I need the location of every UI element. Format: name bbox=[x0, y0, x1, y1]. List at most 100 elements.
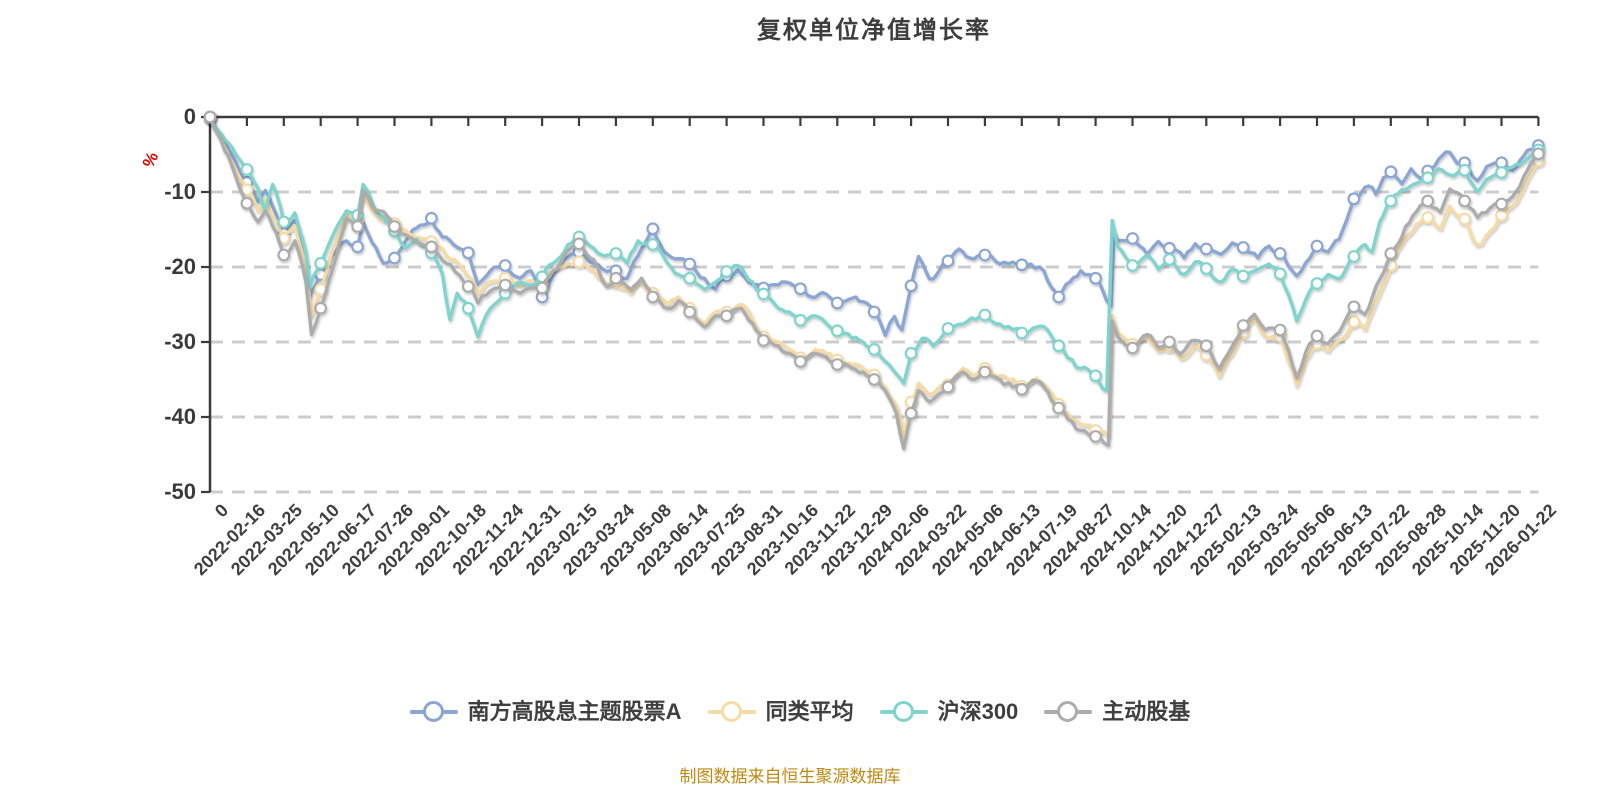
data-point-marker[interactable] bbox=[1273, 247, 1287, 260]
data-point-marker[interactable] bbox=[1531, 147, 1545, 161]
data-point-marker[interactable] bbox=[830, 358, 844, 371]
data-point-marker[interactable] bbox=[794, 313, 807, 327]
data-point-marker[interactable] bbox=[461, 246, 475, 260]
data-point-marker[interactable] bbox=[757, 287, 770, 301]
data-point-marker[interactable] bbox=[1421, 211, 1435, 224]
data-point-marker[interactable] bbox=[1273, 267, 1287, 281]
data-point-marker[interactable] bbox=[1273, 323, 1287, 337]
data-point-marker[interactable] bbox=[1347, 250, 1361, 263]
data-point-marker[interactable] bbox=[1458, 194, 1471, 208]
data-point-marker[interactable] bbox=[1384, 165, 1398, 179]
data-point-marker[interactable] bbox=[1126, 232, 1139, 245]
data-point-marker[interactable] bbox=[1310, 277, 1324, 290]
data-point-marker[interactable] bbox=[978, 365, 992, 379]
data-point-marker[interactable] bbox=[867, 305, 881, 319]
legend-item-active-equity-funds[interactable]: 主动股基 bbox=[1044, 701, 1190, 723]
data-point-marker[interactable] bbox=[646, 238, 660, 251]
data-point-marker[interactable] bbox=[498, 278, 512, 292]
data-point-marker[interactable] bbox=[1089, 369, 1102, 383]
data-point-marker[interactable] bbox=[1015, 326, 1029, 340]
data-point-marker[interactable] bbox=[720, 265, 733, 278]
data-point-marker[interactable] bbox=[794, 355, 807, 368]
data-point-marker[interactable] bbox=[461, 301, 475, 315]
data-point-marker[interactable] bbox=[941, 322, 955, 335]
data-point-marker[interactable] bbox=[240, 163, 254, 176]
data-point-marker[interactable] bbox=[461, 280, 475, 293]
data-point-marker[interactable] bbox=[904, 279, 918, 293]
data-point-marker[interactable] bbox=[1310, 329, 1324, 343]
data-point-marker[interactable] bbox=[572, 237, 586, 251]
data-point-marker[interactable] bbox=[388, 220, 401, 233]
data-point-marker[interactable] bbox=[572, 255, 586, 269]
data-point-marker[interactable] bbox=[277, 248, 291, 262]
data-point-marker[interactable] bbox=[1089, 271, 1102, 285]
data-point-marker[interactable] bbox=[646, 290, 660, 304]
data-point-marker[interactable] bbox=[1384, 194, 1398, 208]
data-point-marker[interactable] bbox=[1199, 339, 1213, 353]
data-point-marker[interactable] bbox=[1236, 269, 1250, 283]
data-point-marker[interactable] bbox=[941, 254, 955, 268]
data-point-marker[interactable] bbox=[904, 346, 918, 360]
data-point-marker[interactable] bbox=[1495, 166, 1508, 179]
data-point-marker[interactable] bbox=[1126, 259, 1139, 272]
data-point-marker[interactable] bbox=[720, 309, 733, 323]
data-point-marker[interactable] bbox=[1347, 192, 1361, 206]
data-point-marker[interactable] bbox=[1162, 253, 1176, 266]
data-point-marker[interactable] bbox=[1052, 339, 1066, 353]
data-point-marker[interactable] bbox=[1310, 239, 1324, 253]
data-point-marker[interactable] bbox=[1384, 247, 1398, 260]
data-point-marker[interactable] bbox=[1162, 335, 1176, 349]
data-point-marker[interactable] bbox=[1199, 242, 1213, 256]
data-point-marker[interactable] bbox=[978, 248, 992, 262]
data-point-marker[interactable] bbox=[1199, 262, 1213, 275]
data-point-marker[interactable] bbox=[1458, 212, 1471, 226]
data-point-marker[interactable] bbox=[1347, 315, 1361, 329]
data-point-marker[interactable] bbox=[757, 334, 770, 347]
data-point-marker[interactable] bbox=[498, 259, 512, 272]
data-point-marker[interactable] bbox=[351, 220, 365, 233]
data-point-marker[interactable] bbox=[1421, 171, 1435, 185]
data-point-marker[interactable] bbox=[904, 406, 918, 420]
data-point-marker[interactable] bbox=[978, 308, 992, 322]
data-point-marker[interactable] bbox=[1495, 208, 1508, 222]
data-point-marker[interactable] bbox=[1052, 401, 1066, 415]
data-point-marker[interactable] bbox=[683, 305, 697, 319]
legend-item-csi300[interactable]: 沪深300 bbox=[879, 701, 1018, 723]
data-point-marker[interactable] bbox=[941, 380, 955, 394]
data-point-marker[interactable] bbox=[646, 222, 660, 236]
data-point-marker[interactable] bbox=[1236, 319, 1250, 332]
data-point-marker[interactable] bbox=[830, 324, 844, 338]
data-point-marker[interactable] bbox=[867, 373, 881, 386]
data-point-marker[interactable] bbox=[683, 271, 697, 285]
data-point-marker[interactable] bbox=[1015, 382, 1029, 396]
data-point-marker[interactable] bbox=[609, 247, 623, 260]
data-point-marker[interactable] bbox=[1162, 241, 1176, 255]
data-point-marker[interactable] bbox=[388, 251, 401, 265]
data-point-marker[interactable] bbox=[1236, 241, 1250, 254]
data-point-marker[interactable] bbox=[683, 257, 697, 271]
data-point-marker[interactable] bbox=[1458, 163, 1471, 177]
data-point-marker[interactable] bbox=[314, 256, 328, 270]
legend-circle-swatch bbox=[892, 701, 914, 722]
data-point-marker[interactable] bbox=[1347, 300, 1361, 314]
legend-item-category-average[interactable]: 同类平均 bbox=[707, 701, 854, 723]
legend-item-fund[interactable]: 南方高股息主题股票A bbox=[409, 701, 682, 723]
data-point-marker[interactable] bbox=[535, 281, 549, 295]
data-point-marker[interactable] bbox=[203, 110, 217, 124]
data-point-marker[interactable] bbox=[1052, 290, 1066, 304]
data-point-marker[interactable] bbox=[830, 296, 844, 310]
data-point-marker[interactable] bbox=[1495, 197, 1508, 211]
data-point-marker[interactable] bbox=[277, 215, 291, 229]
data-point-marker[interactable] bbox=[794, 282, 807, 296]
data-point-marker[interactable] bbox=[867, 343, 881, 356]
data-point-marker[interactable] bbox=[1015, 258, 1029, 272]
data-point-marker[interactable] bbox=[314, 301, 328, 315]
data-point-marker[interactable] bbox=[609, 271, 623, 285]
data-point-marker[interactable] bbox=[351, 240, 365, 254]
data-point-marker[interactable] bbox=[1126, 341, 1139, 355]
data-point-marker[interactable] bbox=[1089, 430, 1102, 443]
data-point-marker[interactable] bbox=[240, 196, 254, 210]
data-point-marker[interactable] bbox=[425, 240, 438, 254]
data-point-marker[interactable] bbox=[425, 211, 438, 225]
data-point-marker[interactable] bbox=[1421, 194, 1435, 208]
